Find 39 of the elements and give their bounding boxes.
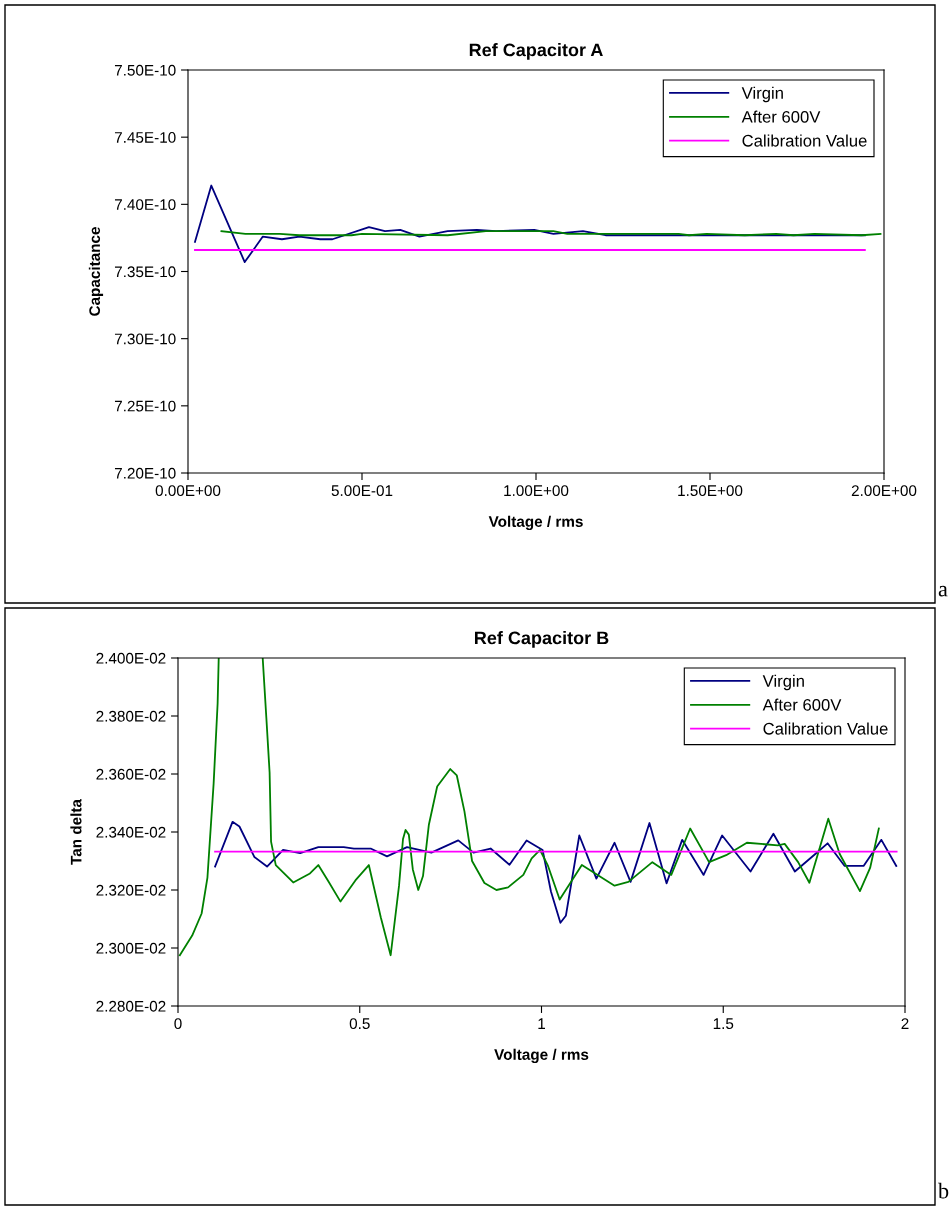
x-tick-label: 2 <box>901 1018 909 1029</box>
y-tick-label: 7.35E-10 <box>114 266 176 278</box>
x-tick-label: 1.00E+00 <box>504 485 569 497</box>
y-tick-label: 7.25E-10 <box>114 400 176 412</box>
y-tick-label: 2.280E-02 <box>96 1000 166 1012</box>
legend-label: Virgin <box>762 674 804 691</box>
text: b <box>938 1182 949 1199</box>
x-tick-label: 1.50E+00 <box>678 485 743 497</box>
legend-label: After 600V <box>741 110 821 123</box>
y-tick-label: 2.340E-02 <box>96 826 166 838</box>
y-tick-label: 2.300E-02 <box>96 942 166 954</box>
x-axis-title: Voltage / rms <box>488 515 583 531</box>
x-tick-label: 0.5 <box>349 1018 370 1030</box>
text: a <box>938 585 948 597</box>
line-series <box>214 820 898 924</box>
y-tick-label: 7.45E-10 <box>114 132 176 143</box>
y-axis-title: Capacitance <box>88 227 104 316</box>
x-tick-label: 1 <box>538 1018 545 1029</box>
x-tick-label: 0 <box>174 1018 182 1030</box>
x-axis-title: Voltage / rms <box>494 1048 589 1064</box>
y-tick-label: 2.400E-02 <box>96 652 166 664</box>
x-tick-label: 1.5 <box>713 1018 734 1030</box>
y-axis-title: Tan delta <box>70 798 82 865</box>
chart-title: Ref Capacitor A <box>469 43 603 60</box>
x-tick-label: 0.00E+00 <box>155 485 221 497</box>
y-tick-label: 7.40E-10 <box>114 199 176 211</box>
chart-title: Ref Capacitor B <box>474 631 609 648</box>
x-tick-label: 2.00E+00 <box>851 485 917 497</box>
x-tick-label: 5.00E-01 <box>331 485 393 497</box>
y-tick-label: 7.50E-10 <box>114 64 176 76</box>
legend-label: Calibration Value <box>742 134 867 147</box>
legend-label: After 600V <box>762 698 842 711</box>
legend-label: Virgin <box>741 86 783 103</box>
y-tick-label: 2.360E-02 <box>96 768 166 780</box>
y-tick-label: 2.380E-02 <box>96 710 166 722</box>
y-tick-label: 2.320E-02 <box>96 884 166 896</box>
y-tick-label: 7.20E-10 <box>114 467 176 479</box>
y-tick-label: 7.30E-10 <box>114 333 176 345</box>
legend-label: Calibration Value <box>763 722 888 735</box>
